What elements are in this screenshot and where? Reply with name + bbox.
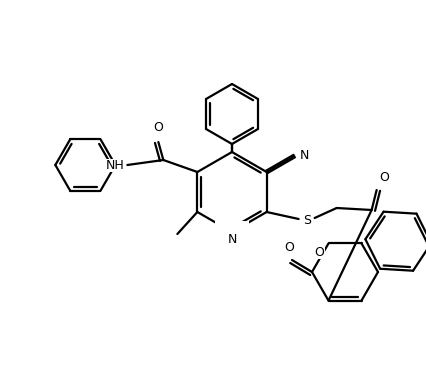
Text: O: O (284, 241, 294, 254)
Text: O: O (315, 246, 325, 259)
Text: N: N (227, 233, 237, 246)
Text: S: S (302, 214, 311, 226)
Text: N: N (299, 149, 309, 161)
Text: NH: NH (106, 159, 124, 171)
Text: O: O (153, 121, 163, 134)
Text: O: O (380, 171, 389, 184)
